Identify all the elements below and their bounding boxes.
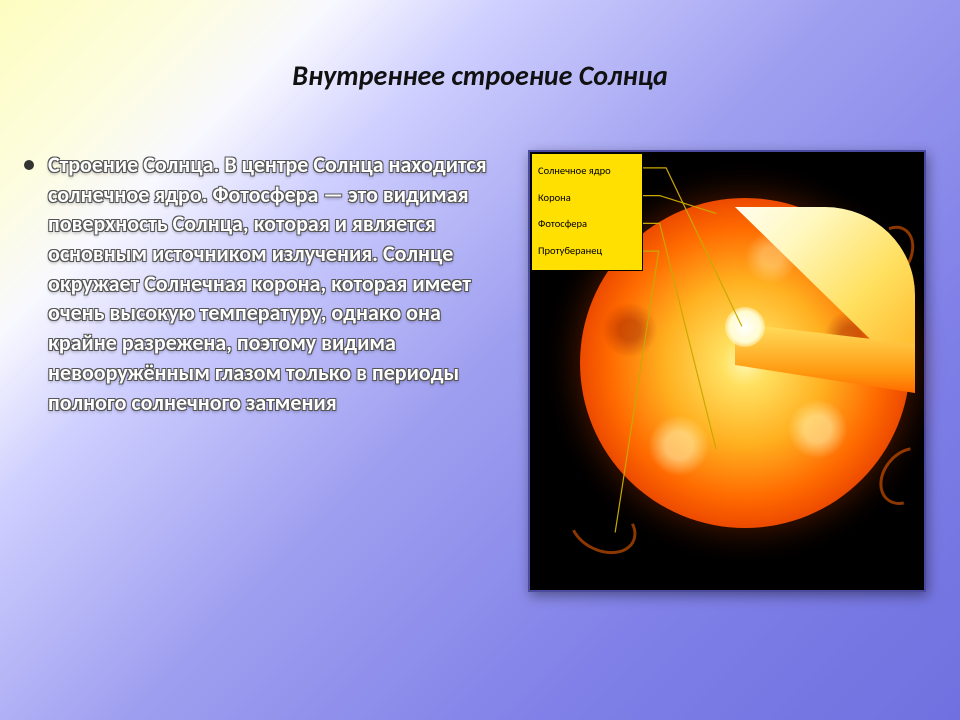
slide-title: Внутреннее строение Солнца xyxy=(0,58,960,93)
sun-diagram: Солнечное ядро Корона Фотосфера Протубер… xyxy=(528,150,926,592)
prominence-icon xyxy=(561,490,646,565)
label-prominence: Протуберанец xyxy=(538,238,636,265)
body-text-block: Строение Солнца. В центре Солнца находит… xyxy=(24,150,494,417)
label-corona: Корона xyxy=(538,185,636,212)
core-glow xyxy=(725,307,765,347)
label-box: Солнечное ядро Корона Фотосфера Протубер… xyxy=(531,153,643,271)
bullet-icon xyxy=(24,160,34,170)
label-photosphere: Фотосфера xyxy=(538,211,636,238)
label-core: Солнечное ядро xyxy=(538,158,636,185)
body-text: Строение Солнца. В центре Солнца находит… xyxy=(48,150,494,417)
